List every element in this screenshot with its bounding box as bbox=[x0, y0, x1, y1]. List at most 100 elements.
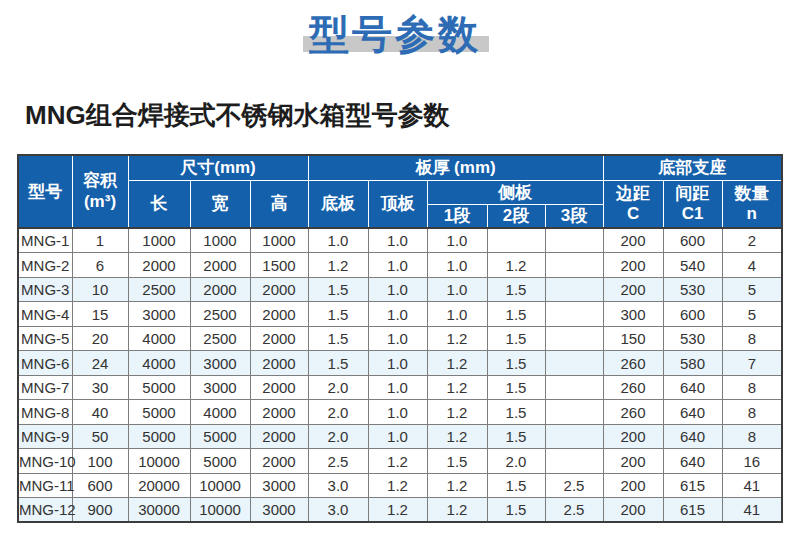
table-cell bbox=[545, 277, 603, 302]
table-cell: 1.5 bbox=[308, 302, 368, 327]
table-cell: 3000 bbox=[250, 473, 308, 498]
table-cell: 1.0 bbox=[427, 253, 487, 278]
table-cell: 3000 bbox=[190, 375, 250, 400]
table-cell: 1.5 bbox=[487, 326, 545, 351]
table-cell: 3.0 bbox=[308, 473, 368, 498]
table-cell: 200 bbox=[603, 253, 663, 278]
table-cell: 200 bbox=[603, 277, 663, 302]
table-cell: 1.0 bbox=[368, 228, 427, 253]
table-cell: MNG-10 bbox=[18, 449, 72, 474]
page-title-wrap: 型号参数 bbox=[0, 0, 790, 58]
col-length: 长 bbox=[128, 180, 190, 228]
table-row: MNG-7305000300020002.01.01.21.52606408 bbox=[18, 375, 782, 400]
table-cell: 200 bbox=[603, 449, 663, 474]
table-row: MNG-8405000400020002.01.01.21.52606408 bbox=[18, 400, 782, 425]
table-cell: 2.0 bbox=[308, 400, 368, 425]
group-size: 尺寸(mm) bbox=[128, 155, 308, 180]
table-cell: 1.2 bbox=[427, 351, 487, 376]
col-top-plate: 顶板 bbox=[368, 180, 427, 228]
table-cell: 1.5 bbox=[487, 302, 545, 327]
table-cell: 1.0 bbox=[368, 351, 427, 376]
table-cell: 1500 bbox=[250, 253, 308, 278]
table-cell: 1.2 bbox=[427, 400, 487, 425]
table-cell bbox=[545, 449, 603, 474]
table-cell: 15 bbox=[72, 302, 128, 327]
table-row: MNG-262000200015001.21.01.01.22005404 bbox=[18, 253, 782, 278]
table-cell: 30000 bbox=[128, 498, 190, 523]
table-cell: 530 bbox=[663, 277, 722, 302]
table-cell: 1.2 bbox=[427, 326, 487, 351]
col-edge-c: 边距 C bbox=[603, 180, 663, 228]
table-cell: 4000 bbox=[128, 326, 190, 351]
table-row: MNG-111000100010001.01.01.02006002 bbox=[18, 228, 782, 253]
table-cell bbox=[545, 228, 603, 253]
table-cell: 2000 bbox=[250, 375, 308, 400]
table-cell: 200 bbox=[603, 228, 663, 253]
table-cell: 20000 bbox=[128, 473, 190, 498]
table-cell: 2000 bbox=[250, 277, 308, 302]
table-cell: 3000 bbox=[250, 498, 308, 523]
col-width: 宽 bbox=[190, 180, 250, 228]
col-volume-line2: (m³) bbox=[73, 192, 128, 212]
table-cell: 2 bbox=[722, 228, 782, 253]
table-cell: 300 bbox=[603, 302, 663, 327]
table-cell: 3.0 bbox=[308, 498, 368, 523]
col-qty-line1: 数量 bbox=[723, 184, 782, 204]
col-spacing-c1: 间距 C1 bbox=[663, 180, 722, 228]
table-cell: 1.5 bbox=[487, 351, 545, 376]
group-side-plate: 侧板 bbox=[427, 180, 603, 204]
table-cell: 10000 bbox=[190, 498, 250, 523]
table-cell: 2000 bbox=[250, 449, 308, 474]
table-cell: 1.5 bbox=[427, 449, 487, 474]
table-cell: 640 bbox=[663, 424, 722, 449]
table-cell: 615 bbox=[663, 498, 722, 523]
table-cell: MNG-12 bbox=[18, 498, 72, 523]
table-cell: 600 bbox=[663, 228, 722, 253]
table-cell: 1.5 bbox=[487, 424, 545, 449]
table-row: MNG-12900300001000030003.01.21.21.52.520… bbox=[18, 498, 782, 523]
table-cell: 2000 bbox=[250, 400, 308, 425]
table-cell: 2500 bbox=[190, 302, 250, 327]
col-seg3: 3段 bbox=[545, 204, 603, 228]
table-cell: 8 bbox=[722, 400, 782, 425]
table-cell: 1.0 bbox=[368, 277, 427, 302]
table-row: MNG-11600200001000030003.01.21.21.52.520… bbox=[18, 473, 782, 498]
col-edge-line2: C bbox=[604, 204, 663, 224]
table-cell: 1000 bbox=[128, 228, 190, 253]
table-cell: 640 bbox=[663, 375, 722, 400]
table-cell: 540 bbox=[663, 253, 722, 278]
table-cell bbox=[545, 424, 603, 449]
table-cell: 600 bbox=[663, 302, 722, 327]
table-cell: 1.5 bbox=[487, 473, 545, 498]
table-cell: 10000 bbox=[128, 449, 190, 474]
table-cell: MNG-4 bbox=[18, 302, 72, 327]
table-cell: 1.2 bbox=[368, 498, 427, 523]
table-cell bbox=[545, 375, 603, 400]
group-thickness: 板厚 (mm) bbox=[308, 155, 603, 180]
table-cell: 260 bbox=[603, 351, 663, 376]
table-cell: 50 bbox=[72, 424, 128, 449]
table-cell bbox=[487, 228, 545, 253]
table-cell: 200 bbox=[603, 473, 663, 498]
table-cell: 2000 bbox=[128, 253, 190, 278]
table-cell: 1.0 bbox=[368, 302, 427, 327]
table-cell: 5000 bbox=[128, 400, 190, 425]
table-cell bbox=[545, 326, 603, 351]
table-cell: 5000 bbox=[128, 375, 190, 400]
table-cell: 1000 bbox=[190, 228, 250, 253]
page-title-box: 型号参数 bbox=[309, 14, 481, 54]
table-cell: 2000 bbox=[190, 277, 250, 302]
table-cell: 24 bbox=[72, 351, 128, 376]
table-cell: 1.0 bbox=[368, 253, 427, 278]
col-qty-line2: n bbox=[723, 204, 782, 224]
table-cell: 7 bbox=[722, 351, 782, 376]
table-cell: 40 bbox=[72, 400, 128, 425]
table-cell: 2.0 bbox=[308, 424, 368, 449]
table-cell: MNG-3 bbox=[18, 277, 72, 302]
table-cell: 1 bbox=[72, 228, 128, 253]
table-cell: 1.0 bbox=[427, 302, 487, 327]
table-cell: 1.2 bbox=[368, 449, 427, 474]
table-cell: 5000 bbox=[128, 424, 190, 449]
table-cell: 200 bbox=[603, 424, 663, 449]
table-cell: 1.0 bbox=[308, 228, 368, 253]
